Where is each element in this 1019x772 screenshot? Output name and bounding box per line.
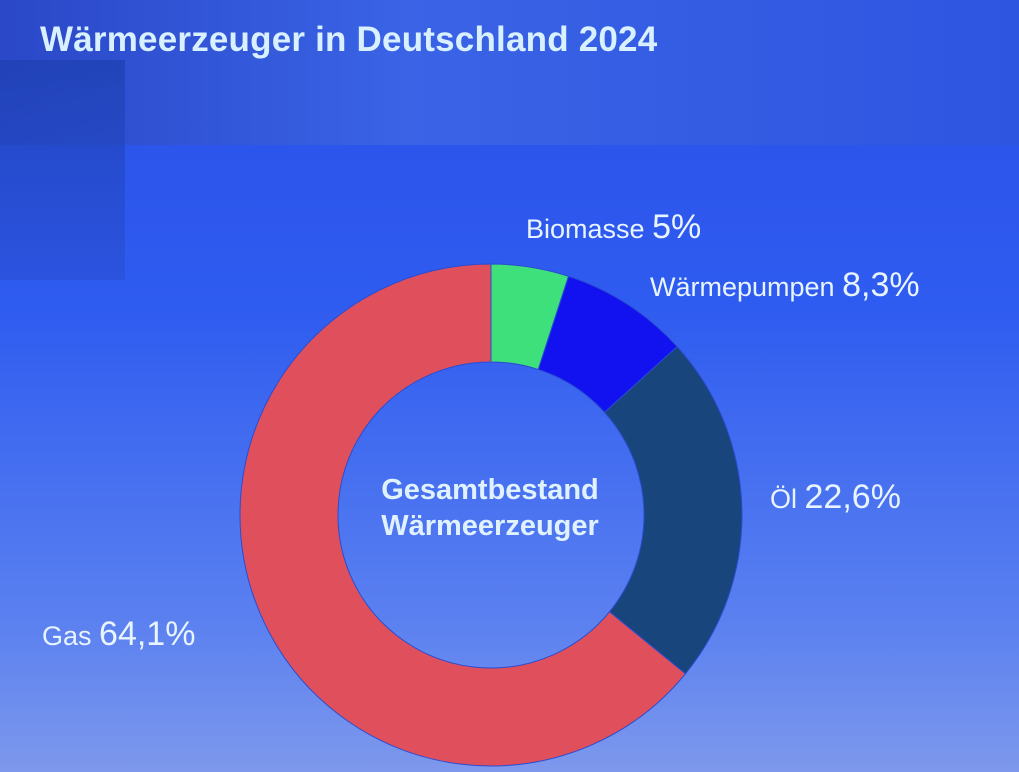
label-waermepumpen: Wärmepumpen 8,3%: [650, 266, 920, 305]
label-name: Öl: [770, 484, 797, 514]
label-name: Biomasse: [526, 214, 645, 244]
label-biomasse: Biomasse 5%: [526, 208, 701, 247]
label-value: 8,3%: [842, 266, 920, 304]
label-name: Gas: [42, 621, 92, 651]
label-gas: Gas 64,1%: [42, 615, 195, 654]
label-name: Wärmepumpen: [650, 272, 835, 302]
center-label-line-2: Wärmeerzeuger: [381, 510, 599, 542]
slice-öl: [603, 345, 743, 675]
label-value: 22,6%: [804, 478, 901, 516]
background-band: [0, 0, 1019, 145]
center-label-line-1: Gesamtbestand: [381, 474, 599, 506]
label-value: 5%: [652, 208, 702, 246]
background-shadow: [0, 60, 125, 280]
label-oel: Öl 22,6%: [770, 478, 901, 517]
label-value: 64,1%: [99, 615, 196, 653]
chart-title: Wärmeerzeuger in Deutschland 2024: [40, 20, 658, 59]
slice-gas: [239, 263, 687, 767]
center-label: Gesamtbestand Wärmeerzeuger: [340, 472, 640, 544]
